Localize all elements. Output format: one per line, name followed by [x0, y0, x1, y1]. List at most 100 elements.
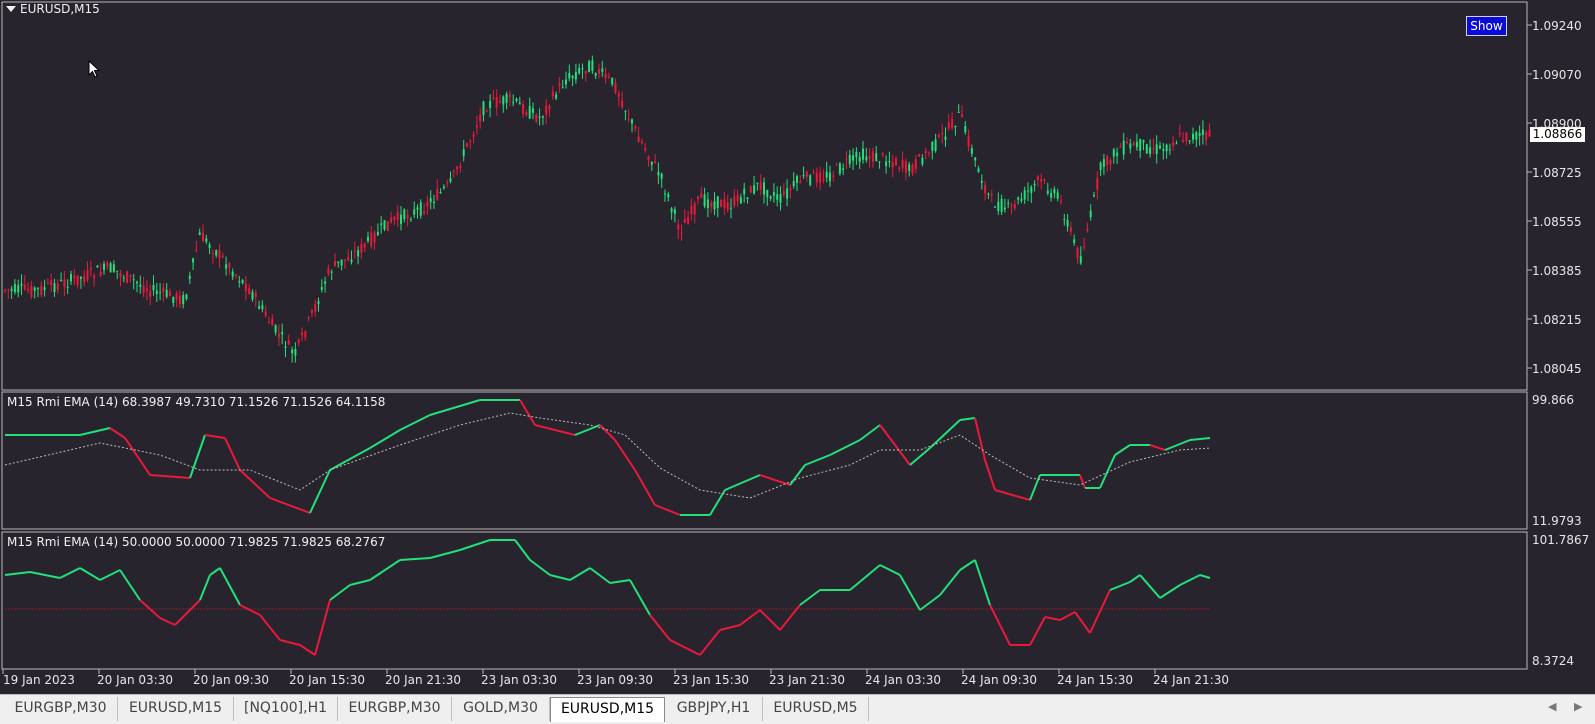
indicator1-line: [974, 417, 986, 461]
tab-eurgbp-m30-2[interactable]: EURGBP,M30: [338, 697, 452, 721]
price-tick: 1.08555: [1532, 215, 1582, 229]
candle-body: [317, 301, 320, 305]
candle-body: [898, 167, 901, 170]
indicator1-line: [309, 469, 331, 514]
candle-body: [7, 289, 10, 291]
candle-body: [1139, 138, 1142, 152]
candle-body: [1145, 144, 1148, 154]
candle-body: [76, 275, 79, 286]
main-pane-border: [1, 1, 1528, 391]
candle-body: [769, 196, 772, 199]
tab-eurgbp-m30[interactable]: EURGBP,M30: [4, 697, 118, 721]
candle-body: [700, 193, 703, 198]
candle-body: [96, 265, 99, 268]
candle-body: [370, 232, 373, 247]
scroll-left-icon[interactable]: ◀: [1548, 700, 1557, 713]
candle-body: [337, 261, 340, 264]
candle-body: [1013, 204, 1016, 209]
indicator2-line: [609, 579, 631, 584]
candle-body: [1023, 190, 1026, 200]
candle-body: [624, 110, 627, 112]
candle-body: [350, 259, 353, 263]
dropdown-triangle-icon[interactable]: [6, 6, 16, 12]
candle-body: [400, 214, 402, 224]
candle-body: [574, 72, 577, 80]
indicator1-line: [429, 399, 481, 416]
indicator1-line: [724, 474, 761, 491]
chart-area[interactable]: EURUSD,M15 Show 1.08866 1.09240 1.09070 …: [0, 0, 1595, 693]
candle-body: [1030, 186, 1033, 193]
indicator2-line: [569, 567, 591, 581]
candle-body: [931, 141, 934, 151]
candle-body: [13, 284, 16, 293]
candle-body: [1046, 190, 1049, 194]
candle-body: [690, 205, 693, 214]
price-tick: 1.08045: [1532, 362, 1582, 376]
candle-body: [373, 232, 376, 243]
candle-body: [571, 75, 574, 79]
indicator1-line: [614, 439, 636, 471]
candle-body: [281, 332, 284, 335]
candle-body: [947, 122, 950, 129]
indicator1-line: [369, 429, 401, 449]
candle-body: [667, 194, 670, 198]
indicator1-line: [634, 469, 656, 506]
tab-eurusd-m5[interactable]: EURUSD,M5: [763, 697, 869, 721]
candle-body: [565, 79, 567, 85]
candle-body: [1168, 149, 1171, 151]
candle-body: [489, 100, 492, 108]
candle-body: [974, 157, 977, 161]
tab-gold-m30[interactable]: GOLD,M30: [452, 697, 550, 721]
indicator1-line: [1099, 454, 1116, 489]
tab-gbpjpy-h1[interactable]: GBPJPY,H1: [665, 697, 763, 721]
candle-body: [446, 182, 449, 184]
indicator2-line: [219, 567, 241, 606]
candle-body: [1096, 178, 1099, 190]
indicator1-line: [804, 454, 831, 466]
candle-body: [730, 207, 732, 209]
candle-body: [914, 159, 917, 170]
candle-body: [469, 141, 472, 143]
candle-body: [733, 196, 736, 206]
candle-body: [152, 285, 155, 291]
candle-body: [393, 216, 396, 220]
candle-body: [1185, 132, 1188, 142]
tab-nq100-h1[interactable]: [NQ100],H1: [234, 697, 338, 721]
indicator1-line: [79, 427, 111, 436]
candle-body: [1112, 149, 1115, 157]
candle-body: [858, 156, 861, 162]
candle-body: [654, 161, 657, 163]
candle-body: [782, 191, 785, 195]
candle-body: [162, 287, 165, 292]
candle-body: [139, 284, 142, 287]
indicator2-line: [959, 559, 976, 571]
indicator2-line: [329, 584, 351, 601]
chart-canvas[interactable]: [0, 0, 1595, 693]
indicator2-line: [139, 599, 161, 619]
candle-body: [495, 97, 498, 108]
candle-body: [1182, 139, 1185, 142]
candle-body: [1195, 132, 1198, 140]
candle-body: [93, 275, 96, 279]
scroll-right-icon[interactable]: ▶: [1574, 700, 1583, 713]
candle-body: [634, 126, 637, 129]
show-button[interactable]: Show: [1466, 16, 1507, 36]
candle-body: [1086, 228, 1089, 231]
candle-body: [789, 188, 792, 191]
candle-body: [1152, 148, 1155, 150]
candle-body: [459, 166, 462, 168]
indicator1-line: [269, 497, 311, 514]
candle-body: [79, 276, 82, 279]
candle-body: [551, 91, 554, 97]
candle-body: [383, 220, 386, 230]
tab-eurusd-m15[interactable]: EURUSD,M15: [118, 697, 234, 721]
candle-body: [1172, 142, 1175, 146]
tab-eurusd-m15-active[interactable]: EURUSD,M15: [550, 697, 665, 722]
candle-body: [746, 197, 749, 200]
indicator2-line: [669, 639, 701, 656]
candle-body: [142, 285, 145, 294]
candle-body: [673, 209, 676, 214]
candle-body: [231, 271, 234, 277]
candle-body: [855, 151, 858, 158]
candle-body: [1188, 140, 1191, 142]
